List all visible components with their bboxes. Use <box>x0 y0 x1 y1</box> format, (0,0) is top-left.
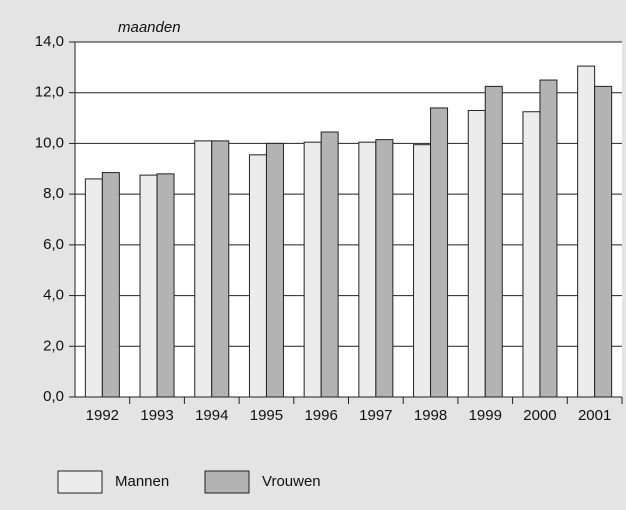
bar <box>101 172 120 398</box>
y-axis-label: maanden <box>118 19 181 36</box>
x-tick-label: 2001 <box>578 407 611 424</box>
bar <box>413 144 432 398</box>
legend-swatch <box>204 470 250 494</box>
bar <box>303 141 322 398</box>
y-tick-label: 6,0 <box>43 236 64 253</box>
bar <box>84 178 103 398</box>
legend-label: Mannen <box>115 473 169 490</box>
x-tick-label: 1996 <box>304 407 337 424</box>
bar <box>577 65 596 398</box>
x-tick-label: 1997 <box>359 407 392 424</box>
y-tick-label: 12,0 <box>35 84 64 101</box>
bar <box>594 85 613 398</box>
x-tick-label: 1999 <box>469 407 502 424</box>
x-tick-label: 1994 <box>195 407 228 424</box>
bar <box>265 142 284 398</box>
y-tick-label: 4,0 <box>43 287 64 304</box>
bar <box>139 174 158 398</box>
legend-label: Vrouwen <box>262 473 321 490</box>
x-tick-label: 1998 <box>414 407 447 424</box>
bar <box>248 154 267 398</box>
bar <box>358 141 377 398</box>
y-tick-label: 10,0 <box>35 134 64 151</box>
bar <box>484 85 503 398</box>
y-tick-label: 2,0 <box>43 337 64 354</box>
bar <box>539 79 558 398</box>
x-tick-label: 1995 <box>250 407 283 424</box>
x-tick-label: 1993 <box>140 407 173 424</box>
bar <box>156 173 175 398</box>
bar <box>320 131 339 398</box>
legend-swatch <box>57 470 103 494</box>
bar <box>211 140 230 398</box>
bar <box>522 111 541 398</box>
y-tick-label: 14,0 <box>35 33 64 50</box>
x-tick-label: 2000 <box>523 407 556 424</box>
x-tick-label: 1992 <box>86 407 119 424</box>
bar <box>194 140 213 398</box>
bar <box>430 107 449 398</box>
bar <box>375 139 394 398</box>
y-tick-label: 0,0 <box>43 388 64 405</box>
bar <box>467 109 486 398</box>
y-tick-label: 8,0 <box>43 185 64 202</box>
